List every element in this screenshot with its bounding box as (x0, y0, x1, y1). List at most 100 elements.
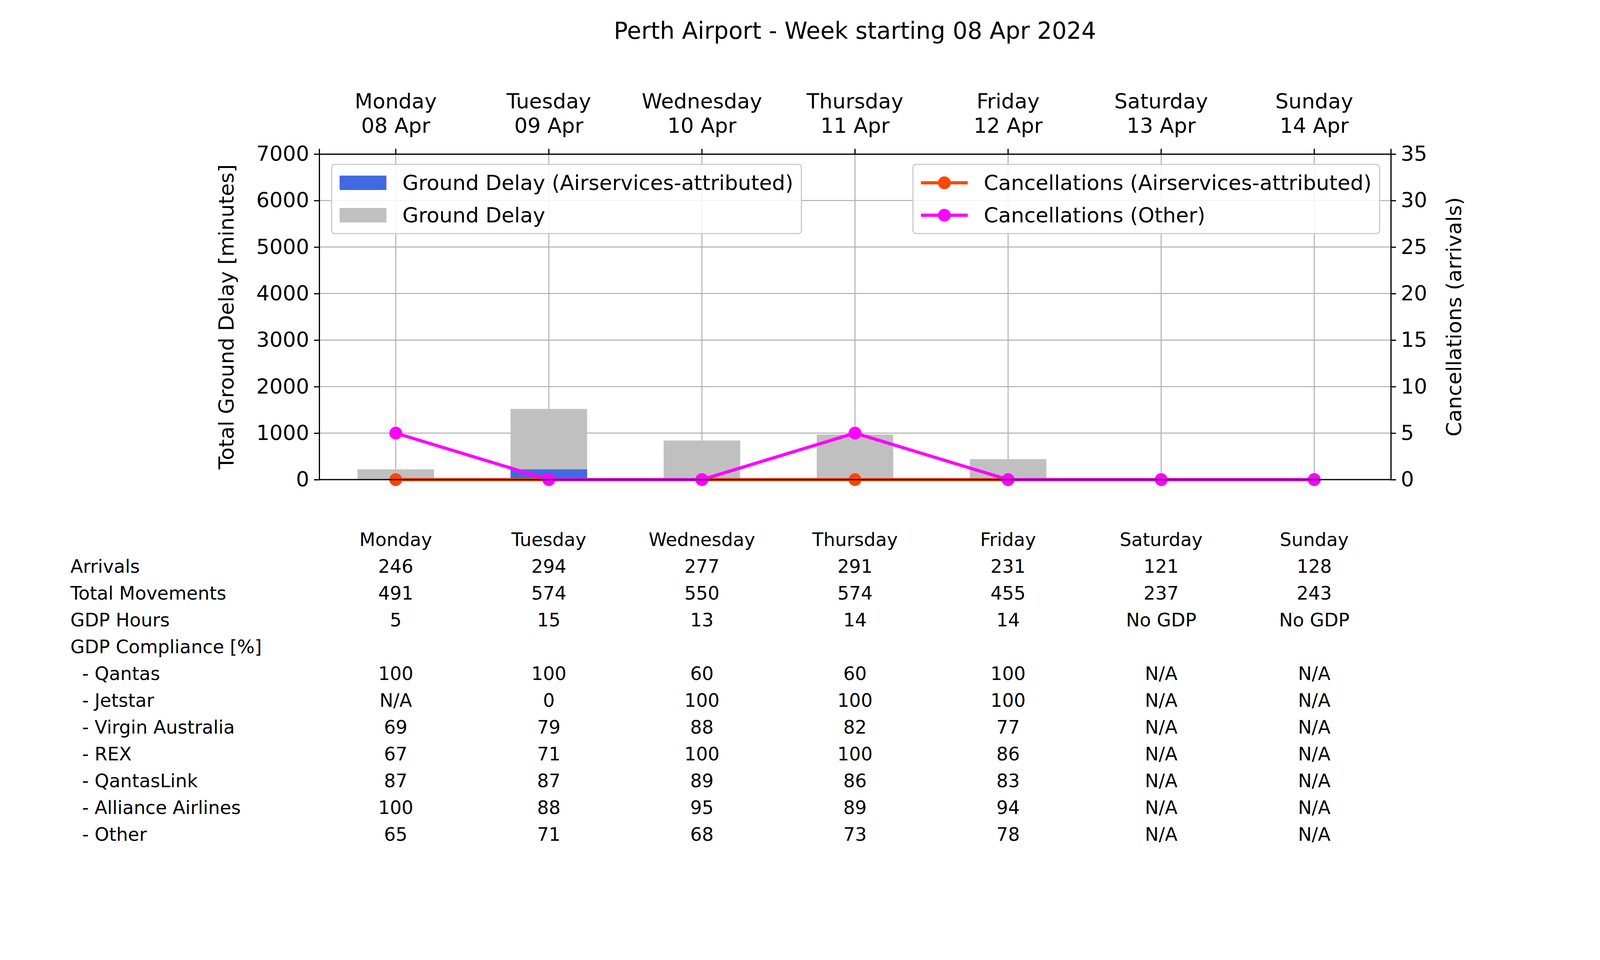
tick-mark (395, 148, 397, 154)
tick: Thursday11 Apr (806, 89, 904, 154)
tick: 10 (1390, 374, 1428, 399)
tick: 5000 (256, 234, 320, 259)
y-axis: 01000200030004000500060007000 (256, 141, 320, 492)
table-cell: 60 (690, 662, 714, 685)
tick-mark (1390, 479, 1396, 481)
table-cell: N/A (1298, 689, 1331, 712)
legend-label: Ground Delay (Airservices-attributed) (402, 170, 794, 195)
table-cell: 294 (531, 555, 567, 578)
table-cell: 100 (378, 662, 414, 685)
axis-line (314, 154, 320, 480)
table-cell: 78 (996, 823, 1020, 846)
tick-label: 5 (1400, 420, 1414, 445)
table-header: Tuesday (510, 528, 586, 551)
table-cell: 5 (390, 609, 402, 631)
grid-line (319, 479, 1391, 481)
tick-label: Saturday13 Apr (1114, 89, 1208, 138)
table-cell: N/A (1144, 770, 1178, 792)
table-cell: N/A (1144, 662, 1178, 685)
tick: Saturday13 Apr (1114, 89, 1208, 154)
background (0, 0, 1600, 960)
tick-mark (1390, 293, 1396, 295)
tick: 35 (1390, 141, 1428, 166)
legend-marker (938, 176, 951, 190)
tick-mark (1390, 200, 1396, 202)
table-cell: 100 (837, 689, 873, 712)
tick-mark (1390, 339, 1396, 341)
table-cell: No GDP (1126, 609, 1197, 631)
tick-label: Friday12 Apr (973, 89, 1043, 138)
tick-label: 7000 (256, 141, 310, 166)
tick: 3000 (256, 327, 320, 352)
tick-label: 4000 (256, 281, 310, 306)
tick: Friday12 Apr (973, 89, 1043, 154)
table-cell: 89 (843, 796, 867, 819)
table-cell: 73 (843, 823, 867, 846)
table-cell: No GDP (1279, 609, 1350, 631)
x-axis: Monday08 AprTuesday09 AprWednesday10 Apr… (319, 89, 1392, 155)
table-cell: 60 (843, 662, 867, 685)
tick-label: Sunday14 Apr (1275, 89, 1354, 138)
legend-swatch (339, 175, 387, 190)
table-cell: N/A (1298, 662, 1331, 685)
table-cell: N/A (1144, 689, 1178, 712)
table-cell: 95 (690, 796, 714, 819)
tick-mark (314, 479, 320, 481)
table-cell: 455 (990, 582, 1026, 604)
row-label: GDP Hours (70, 609, 170, 631)
tick-label: Thursday11 Apr (806, 89, 904, 138)
tick-mark (548, 148, 550, 154)
table-header: Wednesday (648, 528, 756, 551)
table-cell: N/A (1298, 716, 1331, 738)
table-cell: 71 (537, 743, 561, 765)
tick: 15 (1390, 327, 1428, 352)
row-label: - Alliance Airlines (70, 796, 241, 819)
tick-mark (1313, 148, 1315, 154)
table-cell: 89 (690, 770, 714, 792)
row-label: - QantasLink (70, 770, 198, 792)
chart: Perth Airport - Week starting 08 Apr 202… (0, 0, 1600, 960)
axis-line (319, 148, 1392, 155)
table-cell: 71 (537, 823, 561, 846)
tick-label: 1000 (256, 420, 310, 445)
legend-frame (912, 164, 1380, 234)
tick-label: 0 (296, 467, 310, 492)
tick: 5 (1390, 420, 1414, 445)
legend: Cancellations (Airservices-attributed)Ca… (912, 164, 1380, 234)
tick-mark (314, 386, 320, 388)
line (395, 433, 1314, 480)
row-label: Arrivals (70, 555, 140, 578)
table-cell: 574 (531, 582, 567, 604)
table-cell: 291 (837, 555, 873, 578)
tick-mark (314, 339, 320, 341)
grid (319, 154, 1391, 480)
table-cell: 86 (996, 743, 1020, 765)
tick-label: 35 (1400, 141, 1428, 166)
table-cell: N/A (1298, 770, 1331, 792)
table-cell: 100 (378, 796, 414, 819)
tick: 20 (1390, 281, 1428, 306)
table-cell: 14 (843, 609, 867, 631)
tick-mark (1160, 148, 1162, 154)
legend-label: Ground Delay (402, 203, 546, 228)
table-cell: 13 (690, 609, 714, 631)
table-cell: 237 (1143, 582, 1179, 604)
tick-mark (1390, 246, 1396, 248)
tick-mark (314, 293, 320, 295)
legend-swatch (339, 208, 387, 223)
table-cell: 231 (990, 555, 1026, 578)
table-header: Friday (980, 528, 1036, 551)
table-cell: 550 (684, 582, 720, 604)
tick: 0 (296, 467, 320, 492)
tick: 4000 (256, 281, 320, 306)
row-label: - Virgin Australia (70, 716, 235, 738)
tick: 25 (1390, 234, 1428, 259)
y2-axis-title: Cancellations (arrivals) (1442, 197, 1466, 437)
table-cell: 243 (1296, 582, 1332, 604)
table-cell: 83 (996, 770, 1020, 792)
table-cell: 491 (378, 582, 414, 604)
row-label: - Jetstar (70, 689, 155, 712)
tick-mark (1390, 386, 1396, 388)
y2-axis: 05101520253035 (1390, 141, 1428, 492)
row-label: GDP Compliance [%] (70, 636, 262, 658)
